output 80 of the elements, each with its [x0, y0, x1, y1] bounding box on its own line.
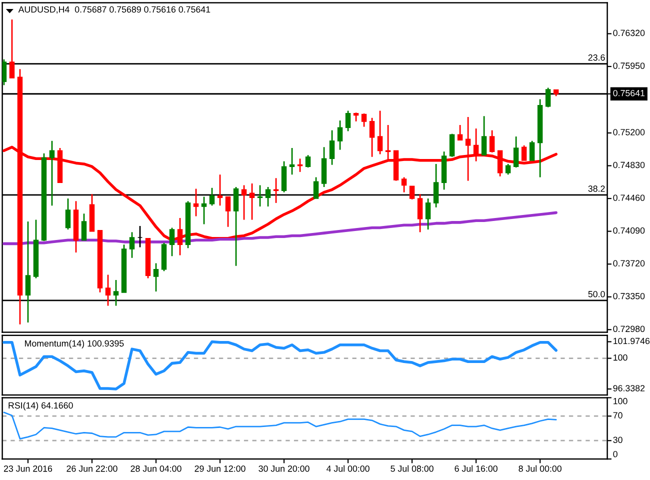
candlestick [113, 279, 119, 306]
candlestick [409, 185, 415, 200]
candlestick [545, 87, 551, 108]
annotation: 50.0 [588, 290, 605, 298]
candlestick [449, 133, 455, 158]
x-tick-label: 26 Jun 22:00 [66, 465, 118, 472]
candlestick [49, 140, 55, 206]
y-tick-label: 100 [614, 398, 628, 404]
candlestick [297, 158, 303, 173]
y-tick-label: 0.73720 [613, 260, 645, 266]
y-tick-label: 30 [613, 436, 622, 443]
candlestick [289, 147, 295, 176]
y-tick-label: 0.75200 [613, 129, 645, 136]
candlestick [169, 227, 175, 257]
candlestick [497, 150, 503, 178]
candlestick [529, 140, 535, 162]
candlestick [401, 176, 407, 194]
line-series [2, 340, 558, 390]
candlestick [329, 130, 335, 166]
candlestick [257, 184, 263, 208]
candlestick [209, 187, 215, 206]
candlestick [481, 115, 487, 156]
y-tick-label: 96.3382 [613, 385, 645, 392]
chart-title: RSI(14) 64.1660 [8, 402, 73, 410]
annotation: 23.6 [588, 54, 605, 61]
x-tick-label: 30 Jun 20:00 [258, 465, 310, 472]
y-tick-label: 101.9746 [614, 338, 650, 344]
x-tick-label: 28 Jun 04:00 [130, 465, 182, 472]
candlestick [313, 176, 319, 200]
candlestick [217, 174, 223, 206]
candlestick [513, 136, 519, 168]
y-tick-label: 0.72980 [613, 326, 645, 332]
chart-title: Momentum(14) 100.9395 [25, 340, 124, 348]
y-tick-label: 0.73350 [613, 292, 645, 300]
candlestick [273, 177, 279, 204]
y-tick-label: 0.74090 [613, 227, 645, 234]
candlestick [489, 130, 495, 154]
candlestick [281, 160, 287, 194]
candlestick [193, 188, 199, 217]
candlestick [9, 18, 15, 79]
candlestick [457, 124, 463, 141]
candlestick [265, 186, 271, 208]
candlestick [2, 58, 7, 86]
y-tick-label: 0.74830 [613, 162, 645, 168]
x-tick-label: 23 Jun 2016 [4, 465, 52, 472]
y-tick-label: 0.75950 [613, 62, 645, 69]
candlestick [337, 120, 343, 150]
candlestick [377, 110, 383, 155]
candlestick [129, 231, 135, 259]
candlestick [201, 196, 207, 225]
candlestick [305, 154, 311, 168]
candlestick [81, 212, 87, 241]
chart-title: AUDUSD,H4 0.75687 0.75689 0.75616 0.75641 [18, 6, 210, 14]
annotation: 38.2 [588, 186, 605, 192]
candlestick [241, 184, 247, 220]
candlestick [433, 163, 439, 208]
x-tick-label: 8 Jul 00:00 [518, 465, 562, 472]
candlestick [505, 163, 511, 176]
candlestick [417, 193, 423, 233]
y-tick-label: 0.74460 [613, 194, 645, 201]
x-tick-label: 4 Jul 00:00 [326, 465, 370, 472]
candlestick [233, 186, 239, 267]
candlestick [425, 198, 431, 230]
candlestick [153, 262, 159, 292]
x-tick-label: 6 Jul 16:00 [454, 465, 498, 472]
candlestick [225, 196, 231, 228]
candlestick [25, 220, 31, 324]
y-tick-label: 70 [613, 412, 622, 418]
y-tick-label: 0.75641 [613, 90, 645, 96]
y-tick-label: 100 [614, 354, 628, 361]
candlestick [249, 182, 255, 220]
candlestick [105, 274, 111, 306]
candlestick [361, 112, 367, 128]
y-tick-label: 0.76320 [613, 30, 645, 36]
candlestick [369, 117, 375, 158]
x-tick-label: 5 Jul 08:00 [390, 465, 434, 472]
x-tick-label: 29 Jun 12:00 [194, 465, 246, 472]
candlestick [65, 198, 71, 230]
candlestick [345, 110, 351, 132]
y-tick-label: 0 [613, 450, 618, 458]
